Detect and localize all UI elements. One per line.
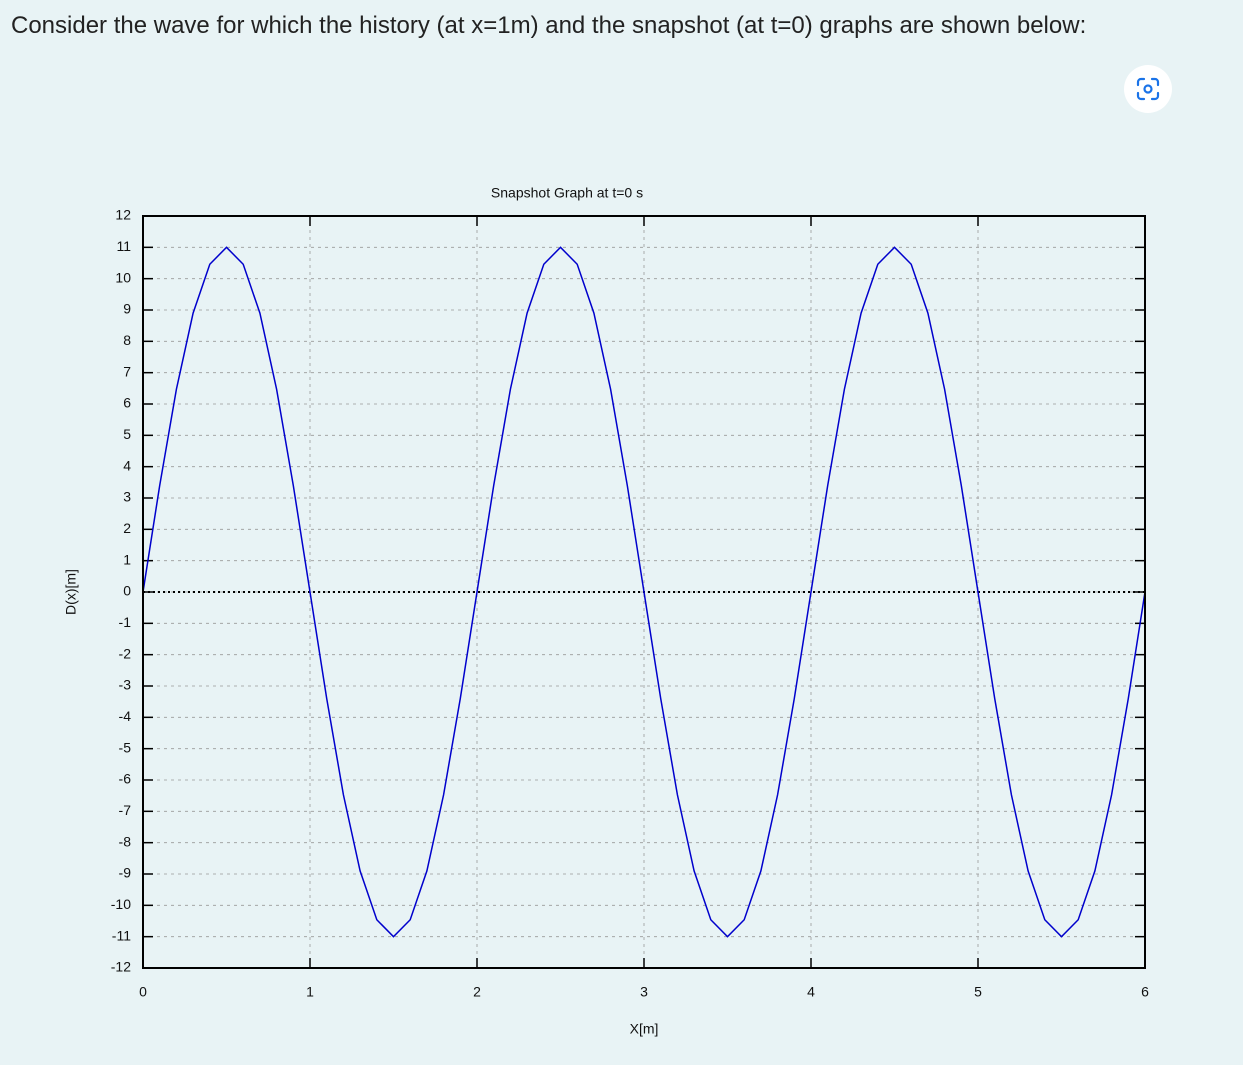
chart-title: Snapshot Graph at t=0 s (491, 185, 643, 201)
y-tick-label: -5 (119, 739, 132, 755)
y-tick-label: -4 (119, 708, 132, 724)
x-tick-label: 4 (807, 984, 815, 1000)
x-tick-label: 0 (139, 984, 147, 1000)
y-tick-label: -2 (119, 645, 132, 661)
question: Consider the wave for which the history … (11, 12, 1087, 39)
x-tick-label: 5 (974, 984, 982, 1000)
x-tick-label: 3 (640, 984, 648, 1000)
data-line (142, 246, 1146, 938)
lens-icon (1136, 77, 1160, 101)
y-tick-label: 2 (123, 520, 131, 536)
y-tick-label: 6 (123, 395, 131, 411)
y-tick-label: 10 (115, 269, 131, 285)
y-tick-label: -10 (111, 896, 131, 912)
y-tick-label: 5 (123, 426, 131, 442)
y-tick-label: 9 (123, 301, 131, 317)
y-tick-label: -9 (119, 865, 132, 881)
lens-button[interactable] (1124, 65, 1172, 113)
y-tick-label: 1 (123, 551, 131, 567)
y-axis-label: D(x)[m] (63, 569, 79, 615)
y-tick-label: 12 (115, 207, 131, 223)
y-tick-label: -11 (112, 927, 131, 943)
y-tick-label: -3 (119, 677, 132, 693)
y-tick-label: -12 (111, 959, 131, 975)
x-tick-label: 1 (306, 984, 314, 1000)
y-tick-label: -1 (119, 614, 132, 630)
y-tick-label: 8 (123, 332, 131, 348)
y-tick-label: 4 (123, 457, 131, 473)
x-axis-label: X[m] (630, 1021, 659, 1037)
y-tick-label: 3 (123, 489, 131, 505)
y-tick-label: -8 (119, 833, 132, 849)
y-tick-label: 0 (123, 583, 131, 599)
y-tick-label: -7 (119, 802, 132, 818)
y-tick-label: 11 (116, 238, 131, 254)
x-tick-label: 6 (1141, 984, 1149, 1000)
x-tick-label: 2 (473, 984, 481, 1000)
y-tick-label: -6 (119, 771, 132, 787)
y-tick-label: 7 (123, 363, 131, 379)
plot-frame (142, 215, 1146, 969)
